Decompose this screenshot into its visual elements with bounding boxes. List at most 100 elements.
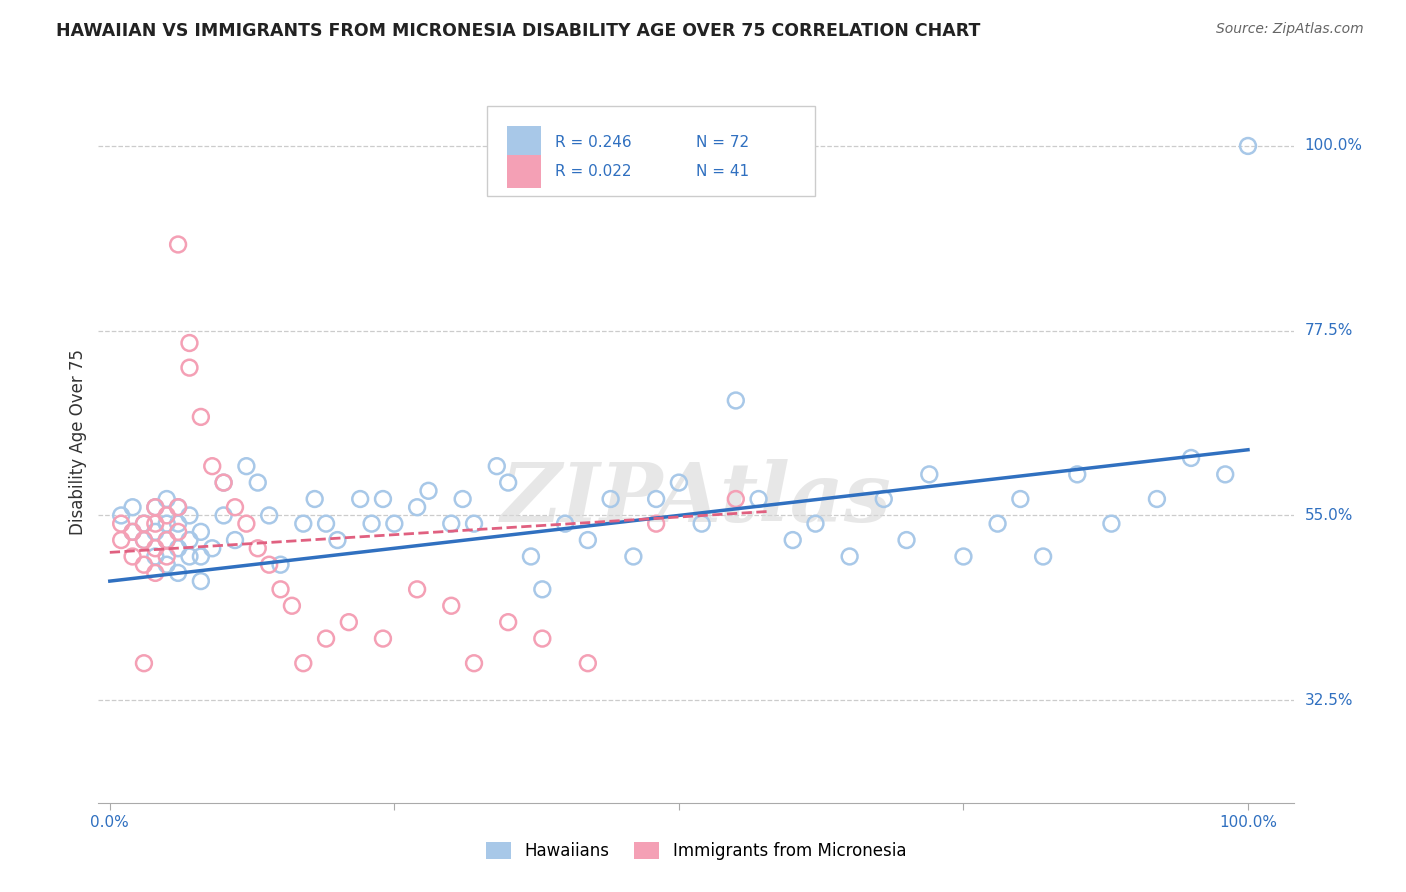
Point bbox=[143, 549, 166, 564]
Point bbox=[143, 566, 166, 580]
Text: N = 72: N = 72 bbox=[696, 135, 749, 150]
Point bbox=[156, 533, 179, 547]
Point bbox=[167, 524, 190, 539]
Point bbox=[132, 516, 155, 531]
Point bbox=[143, 524, 166, 539]
Text: ZIPAtlas: ZIPAtlas bbox=[501, 459, 891, 540]
Point bbox=[371, 491, 394, 506]
Point bbox=[270, 558, 292, 572]
Text: 100.0%: 100.0% bbox=[1219, 815, 1277, 830]
Point bbox=[576, 657, 599, 671]
Point bbox=[621, 549, 644, 564]
Point bbox=[110, 516, 132, 531]
Point bbox=[179, 533, 201, 547]
Bar bbox=[508, 126, 541, 159]
Text: 77.5%: 77.5% bbox=[1305, 323, 1353, 338]
Point bbox=[531, 632, 554, 646]
Point bbox=[190, 524, 212, 539]
Point bbox=[179, 549, 201, 564]
Point bbox=[179, 508, 201, 523]
Point bbox=[201, 541, 224, 556]
Point bbox=[315, 516, 337, 531]
Point bbox=[440, 599, 463, 613]
Point bbox=[292, 516, 315, 531]
Point bbox=[782, 533, 804, 547]
Point bbox=[132, 533, 155, 547]
Point bbox=[167, 237, 190, 252]
Point bbox=[520, 549, 543, 564]
Point bbox=[1032, 549, 1054, 564]
Point bbox=[382, 516, 405, 531]
Point bbox=[156, 558, 179, 572]
Point bbox=[748, 491, 770, 506]
Point bbox=[132, 657, 155, 671]
Text: 0.0%: 0.0% bbox=[90, 815, 129, 830]
Point bbox=[156, 516, 179, 531]
Point bbox=[554, 516, 576, 531]
Point bbox=[132, 533, 155, 547]
Point bbox=[224, 500, 246, 515]
Point bbox=[257, 508, 280, 523]
Point bbox=[724, 393, 747, 408]
Point bbox=[873, 491, 896, 506]
Text: R = 0.246: R = 0.246 bbox=[555, 135, 631, 150]
Point bbox=[110, 508, 132, 523]
Point bbox=[121, 549, 143, 564]
Legend: Hawaiians, Immigrants from Micronesia: Hawaiians, Immigrants from Micronesia bbox=[479, 835, 912, 867]
Point bbox=[201, 459, 224, 474]
Point bbox=[143, 500, 166, 515]
Point bbox=[179, 360, 201, 375]
Point bbox=[315, 632, 337, 646]
Point bbox=[121, 524, 143, 539]
Text: N = 41: N = 41 bbox=[696, 164, 749, 179]
Point bbox=[1099, 516, 1122, 531]
Point bbox=[235, 459, 257, 474]
Point bbox=[246, 475, 269, 490]
Point bbox=[952, 549, 974, 564]
Text: 32.5%: 32.5% bbox=[1305, 693, 1353, 707]
Text: 100.0%: 100.0% bbox=[1305, 138, 1362, 153]
Point bbox=[121, 524, 143, 539]
Point bbox=[281, 599, 304, 613]
Point bbox=[179, 336, 201, 351]
Point bbox=[167, 500, 190, 515]
Point bbox=[257, 558, 280, 572]
Point bbox=[156, 508, 179, 523]
Text: R = 0.022: R = 0.022 bbox=[555, 164, 631, 179]
Point bbox=[143, 516, 166, 531]
Point bbox=[668, 475, 690, 490]
Point bbox=[270, 582, 292, 597]
Point bbox=[360, 516, 382, 531]
Point bbox=[212, 475, 235, 490]
Text: Source: ZipAtlas.com: Source: ZipAtlas.com bbox=[1216, 22, 1364, 37]
Point bbox=[645, 491, 668, 506]
Point bbox=[1010, 491, 1032, 506]
Point bbox=[190, 574, 212, 588]
Point bbox=[132, 516, 155, 531]
Point bbox=[190, 549, 212, 564]
Point bbox=[576, 533, 599, 547]
Point bbox=[531, 582, 554, 597]
Point bbox=[212, 475, 235, 490]
Point bbox=[463, 657, 485, 671]
Point bbox=[143, 541, 166, 556]
Point bbox=[167, 500, 190, 515]
Point bbox=[143, 500, 166, 515]
Point bbox=[918, 467, 941, 482]
Point bbox=[167, 566, 190, 580]
Point bbox=[838, 549, 860, 564]
Point bbox=[132, 558, 155, 572]
Point bbox=[156, 549, 179, 564]
Point bbox=[304, 491, 326, 506]
Point bbox=[110, 533, 132, 547]
Point bbox=[371, 632, 394, 646]
Point bbox=[1066, 467, 1088, 482]
Point bbox=[349, 491, 371, 506]
Point bbox=[896, 533, 918, 547]
Point bbox=[1146, 491, 1168, 506]
Point bbox=[599, 491, 621, 506]
Bar bbox=[508, 155, 541, 187]
Point bbox=[485, 459, 508, 474]
Point bbox=[167, 516, 190, 531]
Text: HAWAIIAN VS IMMIGRANTS FROM MICRONESIA DISABILITY AGE OVER 75 CORRELATION CHART: HAWAIIAN VS IMMIGRANTS FROM MICRONESIA D… bbox=[56, 22, 980, 40]
